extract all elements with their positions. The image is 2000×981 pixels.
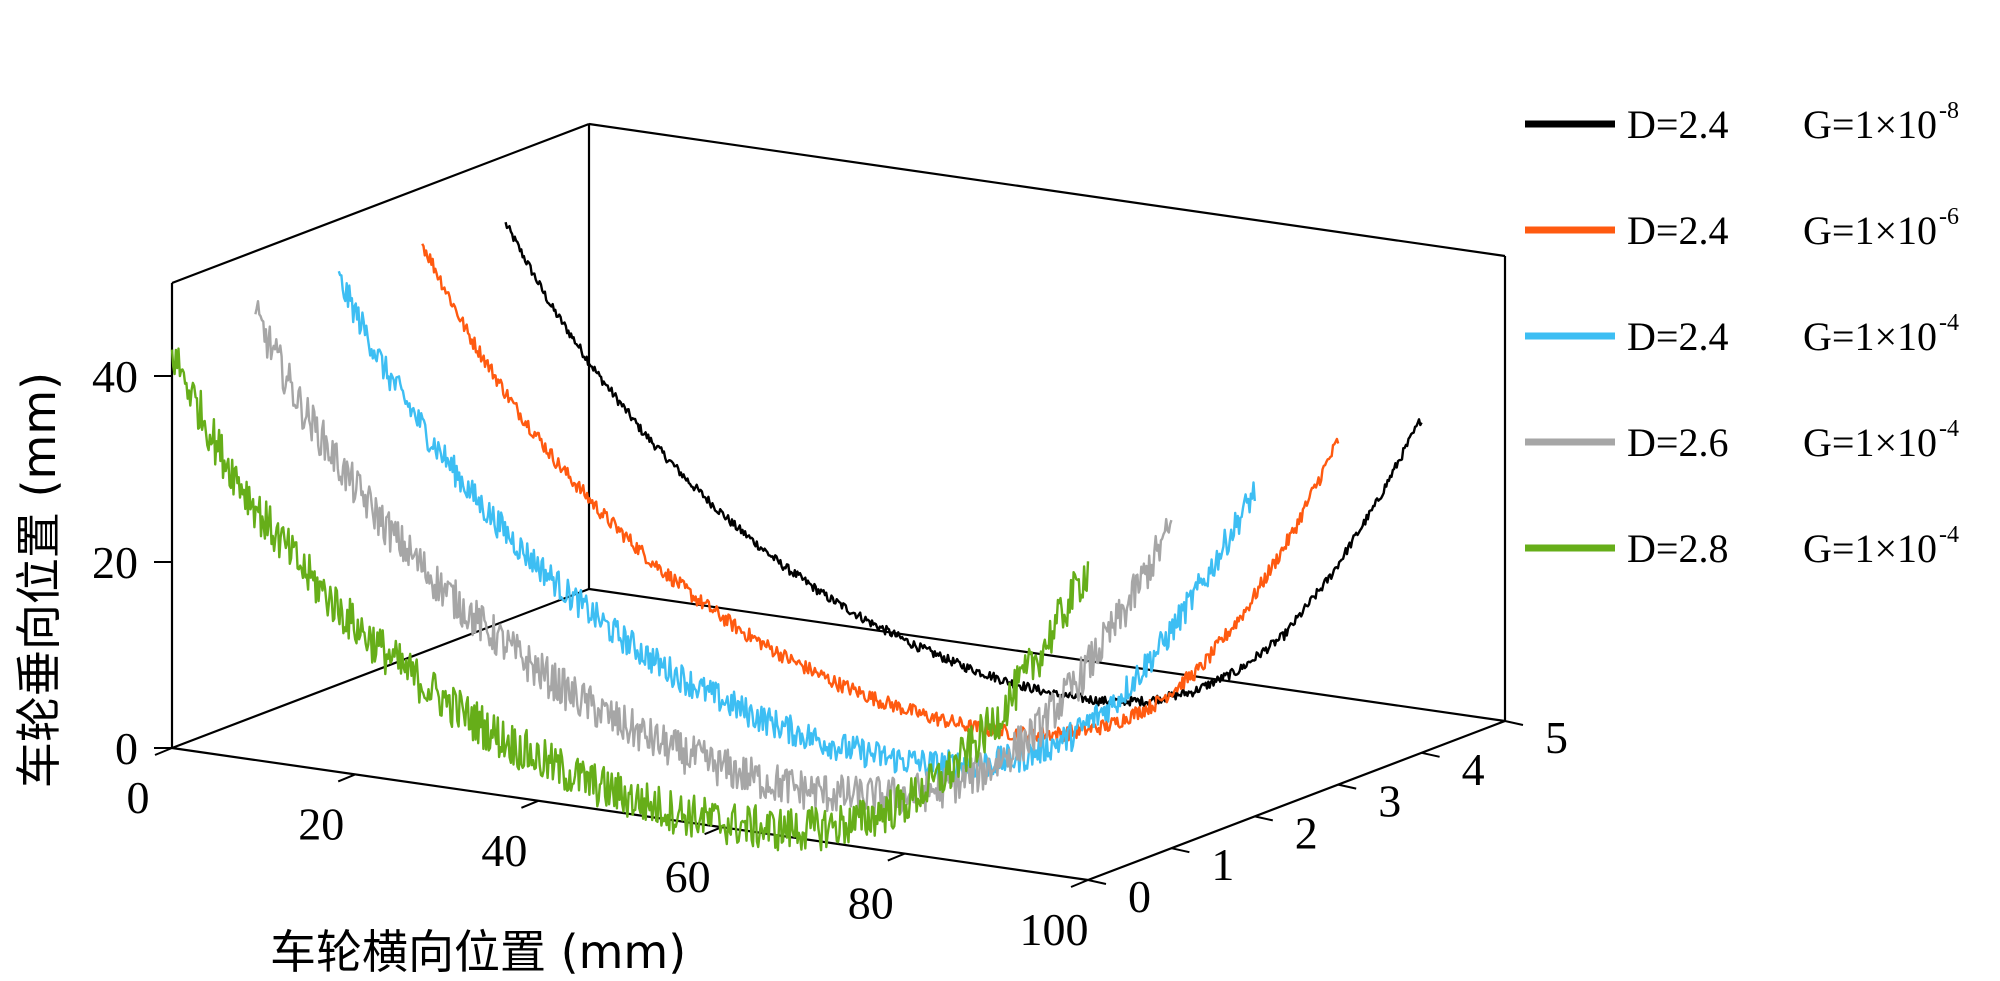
legend: D=2.4 G=1×10 -8D=2.4 G=1×10 -6D=2.4 G=1×10 -4D… [1525, 98, 1959, 571]
x-tick-mark [704, 826, 722, 836]
y-tick-label: 3 [1378, 776, 1401, 827]
series-lines [170, 221, 1423, 852]
z-tick-label: 0 [115, 723, 138, 774]
legend-d-label: D=2.8 [1627, 526, 1728, 571]
axis-ticks [154, 375, 1524, 888]
y-tick-mark [1504, 720, 1524, 726]
series-line-4 [254, 300, 1173, 817]
legend-g-label: G=1×10 [1803, 314, 1937, 359]
legend-g-exponent: -8 [1939, 98, 1959, 124]
y-tick-label: 0 [1128, 871, 1151, 922]
z-tick-label: 40 [92, 351, 138, 402]
legend-d-label: D=2.4 [1627, 208, 1728, 253]
y-tick-mark [1254, 815, 1274, 822]
y-tick-mark [1171, 847, 1190, 854]
legend-item-1: D=2.4 G=1×10 -8 [1525, 98, 1959, 147]
x-tick-label: 100 [1020, 904, 1089, 955]
legend-g-exponent: -4 [1939, 416, 1959, 442]
x-tick-mark [521, 799, 539, 809]
back-wall-top-edge [588, 122, 1506, 258]
x-tick-mark [337, 773, 356, 783]
y-tick-label: 5 [1545, 712, 1568, 763]
x-axis-title: 车轮横向位置 (mm) [270, 925, 686, 979]
tick-labels: 0 20 40 60 80 100 0 1 2 3 4 5 0 20 40 [92, 351, 1568, 955]
legend-g-label: G=1×10 [1803, 208, 1937, 253]
legend-item-2: D=2.4 G=1×10 -6 [1525, 204, 1959, 253]
x-tick-mark [154, 747, 173, 756]
legend-item-4: D=2.6 G=1×10 -4 [1525, 416, 1959, 465]
legend-item-3: D=2.4 G=1×10 -4 [1525, 310, 1959, 359]
x-tick-label: 0 [127, 772, 150, 823]
y-axis-title: 车轮垂向位置 (mm) [12, 372, 66, 788]
series-line-3 [337, 270, 1256, 781]
axes-box [170, 122, 1507, 882]
y-tick-label: 4 [1462, 744, 1485, 795]
side-wall-top-edge [171, 122, 590, 285]
z-tick-label: 20 [92, 537, 138, 588]
x-tick-mark [887, 852, 906, 862]
legend-d-label: D=2.4 [1627, 314, 1728, 359]
y-tick-mark [1337, 783, 1357, 790]
floor-back-edge [171, 587, 590, 750]
x-tick-label: 20 [298, 798, 344, 849]
x-axis-line [171, 746, 1089, 882]
legend-g-exponent: -4 [1939, 310, 1959, 336]
legend-g-label: G=1×10 [1803, 526, 1937, 571]
floor-far-edge [588, 587, 1506, 723]
x-tick-mark [1070, 879, 1089, 888]
y-tick-mark [1421, 751, 1440, 758]
series-line-1 [504, 221, 1423, 707]
legend-d-label: D=2.4 [1627, 102, 1728, 147]
legend-d-label: D=2.6 [1627, 420, 1728, 465]
legend-g-label: G=1×10 [1803, 420, 1937, 465]
y-tick-label: 1 [1211, 839, 1234, 890]
x-tick-label: 60 [665, 851, 711, 902]
legend-g-label: G=1×10 [1803, 102, 1937, 147]
legend-g-exponent: -4 [1939, 522, 1959, 548]
y-tick-mark [1087, 879, 1107, 885]
series-line-5 [170, 347, 1090, 852]
legend-g-exponent: -6 [1939, 204, 1959, 230]
x-tick-label: 40 [481, 825, 527, 876]
y-tick-label: 2 [1295, 807, 1318, 858]
x-tick-label: 80 [848, 878, 894, 929]
y-axis-line [1087, 719, 1506, 882]
legend-item-5: D=2.8 G=1×10 -4 [1525, 522, 1959, 571]
series-line-2 [421, 243, 1340, 743]
